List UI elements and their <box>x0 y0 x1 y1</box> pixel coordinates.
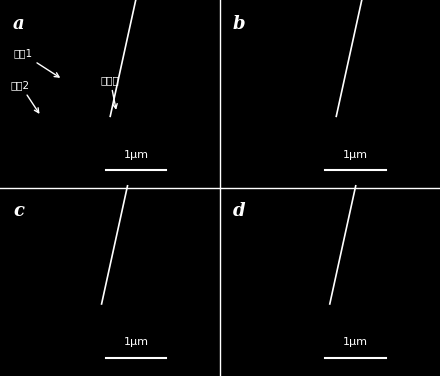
Text: 电杉2: 电杉2 <box>11 80 39 113</box>
Text: 1μm: 1μm <box>343 150 368 160</box>
Text: 电杉1: 电杉1 <box>13 49 59 77</box>
Text: 纳米线: 纳米线 <box>101 75 120 108</box>
Text: 1μm: 1μm <box>343 337 368 347</box>
Text: a: a <box>13 15 25 33</box>
Text: d: d <box>233 202 245 220</box>
Text: 1μm: 1μm <box>124 150 149 160</box>
Text: 1μm: 1μm <box>124 337 149 347</box>
Text: b: b <box>233 15 245 33</box>
Text: c: c <box>13 202 24 220</box>
